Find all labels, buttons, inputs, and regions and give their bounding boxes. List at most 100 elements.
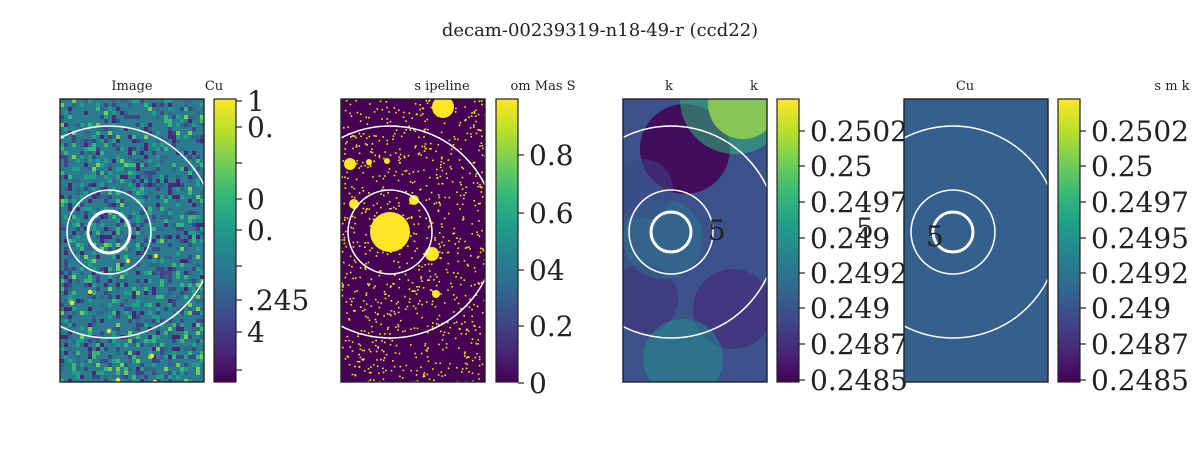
- masked-pixel: [390, 251, 392, 253]
- masked-pixel: [390, 299, 393, 302]
- image-pixel: [160, 351, 164, 355]
- image-pixel: [192, 171, 196, 175]
- image-pixel: [160, 259, 164, 263]
- image-pixel: [140, 379, 144, 382]
- masked-pixel: [420, 154, 422, 156]
- image-pixel: [116, 175, 120, 179]
- masked-pixel: [473, 324, 475, 327]
- image-pixel: [100, 335, 104, 339]
- mask-background: [341, 99, 485, 382]
- masked-pixel: [390, 285, 392, 287]
- image-pixel: [176, 139, 180, 143]
- image-pixel: [132, 135, 136, 139]
- image-pixel: [188, 279, 192, 283]
- image-pixel: [92, 371, 96, 375]
- image-pixel: [160, 135, 164, 139]
- image-pixel: [72, 231, 76, 235]
- masked-pixel: [450, 153, 452, 155]
- image-pixel: [108, 163, 112, 167]
- image-pixel: [140, 123, 144, 127]
- image-pixel: [64, 323, 68, 327]
- masked-pixel: [426, 237, 428, 239]
- masked-pixel: [473, 267, 476, 269]
- image-pixel: [136, 359, 140, 363]
- masked-pixel: [406, 217, 408, 220]
- image-pixel: [104, 159, 108, 163]
- image-pixel: [96, 219, 100, 223]
- image-pixel: [164, 155, 168, 159]
- masked-pixel: [373, 160, 375, 163]
- image-pixel: [64, 259, 68, 263]
- masked-pixel: [356, 160, 358, 162]
- image-pixel: [188, 179, 192, 183]
- image-pixel: [152, 339, 156, 343]
- image-pixel: [192, 215, 196, 219]
- image-pixel: [60, 171, 64, 175]
- image-pixel: [76, 187, 80, 191]
- masked-pixel: [367, 283, 369, 285]
- masked-pixel: [384, 175, 386, 177]
- image-pixel: [144, 235, 148, 239]
- masked-pixel: [354, 261, 357, 264]
- masked-pixel: [425, 99, 428, 102]
- masked-pixel: [423, 253, 425, 255]
- image-pixel: [136, 159, 140, 163]
- image-pixel: [188, 379, 192, 382]
- image-pixel: [120, 363, 124, 367]
- image-pixel: [192, 343, 196, 347]
- image-pixel: [64, 199, 68, 203]
- masked-pixel: [373, 287, 375, 289]
- masked-pixel: [411, 192, 414, 194]
- image-pixel: [148, 367, 152, 371]
- masked-pixel: [393, 260, 395, 262]
- masked-pixel: [380, 270, 382, 272]
- masked-pixel: [467, 356, 469, 358]
- image-pixel: [188, 115, 192, 119]
- masked-pixel: [422, 287, 425, 289]
- masked-pixel: [462, 167, 465, 170]
- masked-pixel: [399, 319, 402, 322]
- image-pixel: [168, 107, 172, 111]
- image-pixel: [88, 151, 92, 155]
- masked-pixel: [344, 142, 347, 145]
- image-pixel: [156, 103, 160, 107]
- masked-pixel: [364, 164, 366, 167]
- masked-pixel: [440, 330, 442, 333]
- masked-pixel: [349, 346, 352, 348]
- image-pixel: [76, 203, 80, 207]
- colorbar-tick-label: 0.: [247, 111, 274, 144]
- image-pixel: [200, 139, 204, 143]
- masked-pixel: [453, 227, 456, 230]
- masked-pixel: [370, 278, 373, 281]
- image-pixel: [164, 119, 168, 123]
- masked-pixel: [350, 300, 353, 303]
- masked-pixel: [371, 148, 373, 151]
- image-pixel: [96, 235, 100, 239]
- image-pixel: [104, 307, 108, 311]
- image-pixel: [152, 363, 156, 367]
- masked-pixel: [388, 168, 391, 170]
- masked-pixel: [369, 225, 372, 227]
- masked-pixel: [438, 196, 441, 199]
- masked-pixel: [370, 371, 372, 374]
- image-pixel: [196, 263, 200, 267]
- masked-pixel: [375, 298, 377, 301]
- colorbar-tick-label: 0.2492: [1091, 257, 1189, 290]
- image-pixel: [68, 295, 72, 299]
- masked-pixel: [438, 280, 441, 283]
- image-pixel: [136, 303, 140, 307]
- image-pixel: [132, 179, 136, 183]
- masked-pixel: [459, 237, 462, 240]
- masked-pixel: [371, 341, 374, 344]
- masked-pixel: [424, 143, 427, 145]
- image-pixel: [112, 299, 116, 303]
- masked-pixel: [351, 196, 353, 198]
- image-pixel: [200, 175, 204, 179]
- masked-pixel: [406, 305, 409, 308]
- masked-pixel: [367, 261, 370, 264]
- colorbar-tick-label: 0.2502: [1091, 115, 1189, 148]
- masked-pixel: [395, 326, 397, 329]
- image-pixel: [156, 359, 160, 363]
- masked-pixel: [360, 113, 362, 116]
- masked-pixel: [461, 371, 463, 373]
